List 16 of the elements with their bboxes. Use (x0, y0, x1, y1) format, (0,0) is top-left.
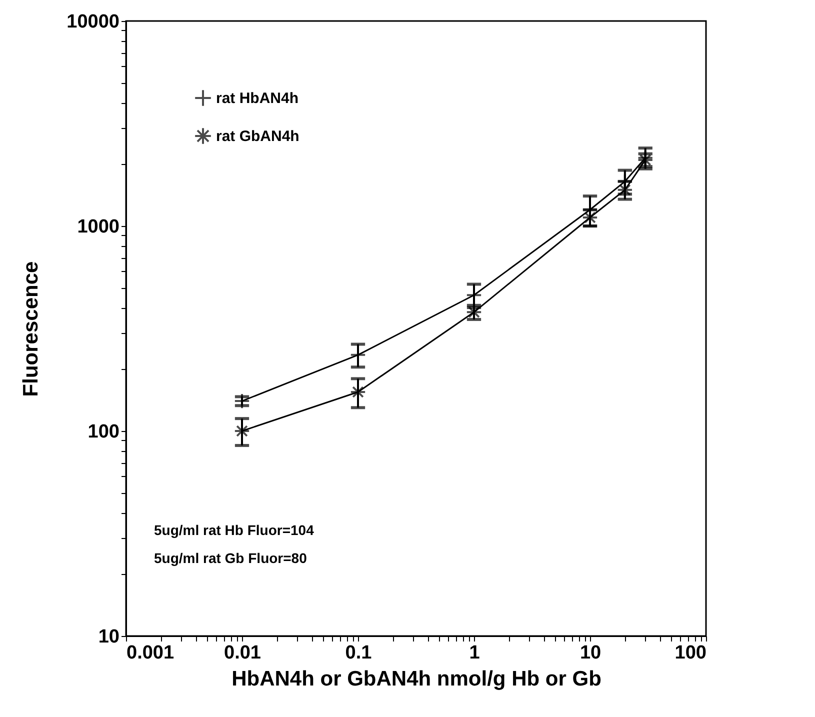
x-axis-title: HbAN4h or GbAN4h nmol/g Hb or Gb (232, 668, 602, 690)
x-tick-label: 0.001 (126, 642, 174, 664)
annotation: 5ug/ml rat Hb Fluor=104 (154, 522, 314, 538)
x-tick-label: 0.01 (224, 642, 262, 664)
x-tick-label: 10 (580, 642, 602, 664)
x-tick-label: 100 (674, 642, 706, 664)
y-axis-title: Fluorescence (20, 261, 43, 397)
x-tick-label: 1 (469, 642, 480, 664)
legend-label: rat GbAN4h (216, 128, 300, 145)
y-tick-label: 1000 (77, 216, 120, 238)
legend-label: rat HbAN4h (216, 90, 299, 107)
y-tick-label: 10 (98, 626, 120, 648)
x-tick-label: 0.1 (345, 642, 372, 664)
annotation: 5ug/ml rat Gb Fluor=80 (154, 550, 308, 566)
y-tick-label: 10000 (66, 12, 120, 32)
y-tick-label: 100 (88, 422, 120, 442)
